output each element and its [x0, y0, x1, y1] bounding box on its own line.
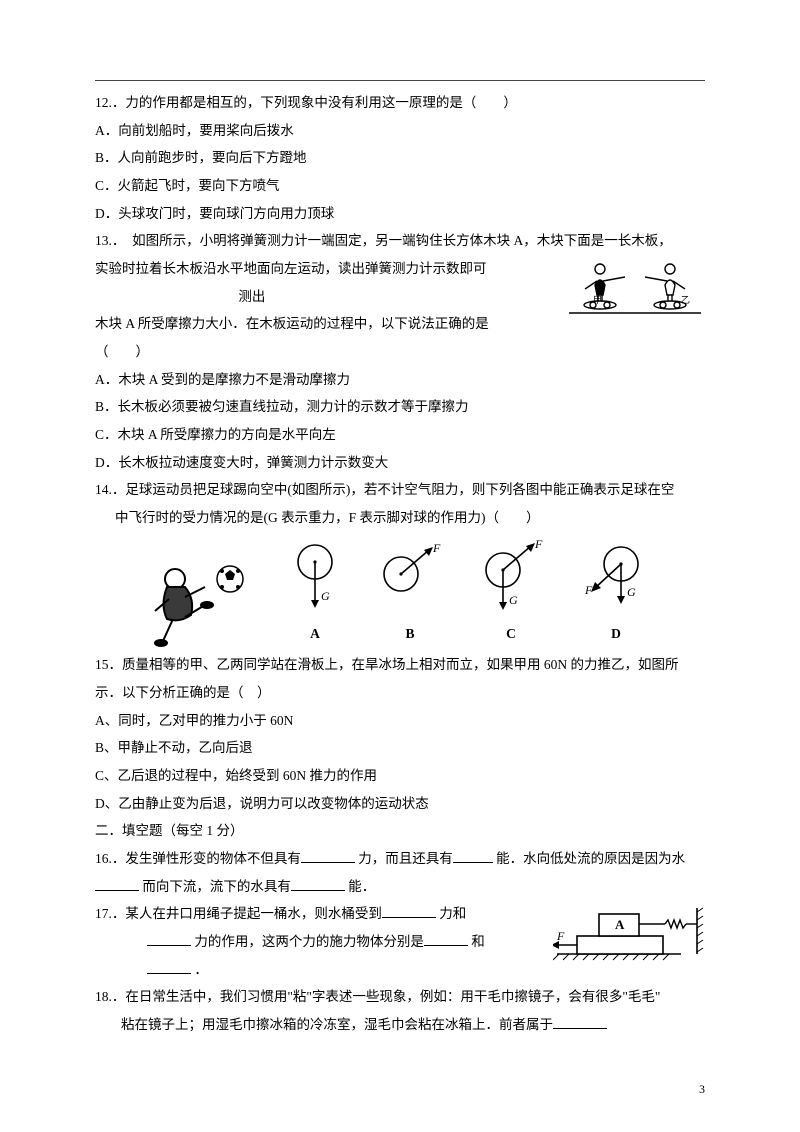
q13-option-a: A．木块 A 受到的是摩擦力不是滑动摩擦力 — [95, 366, 705, 394]
q15-stem2: 示．以下分析正确的是（ ） — [95, 679, 705, 707]
blank — [453, 849, 493, 864]
q18-line1: 18.．在日常生活中，我们习惯用"粘"字表述一些现象，例如：用干毛巾擦镜子，会有… — [95, 983, 705, 1011]
blank — [382, 904, 436, 919]
blank — [301, 849, 355, 864]
q15-stem1: 15．质量相等的甲、乙两同学站在滑板上，在旱冰场上相对而立，如果甲用 60N 的… — [95, 651, 705, 679]
q12-option-a: A．向前划船时，要用桨向后拨水 — [95, 117, 705, 145]
q15-option-a: A、同时，乙对甲的推力小于 60N — [95, 707, 705, 735]
blank — [424, 932, 468, 947]
blank — [147, 932, 191, 947]
header-rule — [95, 80, 705, 81]
q15-option-d: D、乙由静止变为后退，说明力可以改变物体的运动状态 — [95, 790, 705, 818]
q14-diagram-d: F G D — [577, 538, 655, 648]
q15-option-b: B、甲静止不动，乙向后退 — [95, 734, 705, 762]
blank — [553, 1015, 607, 1030]
q12-option-b: B．人向前跑步时，要向后下方蹬地 — [95, 144, 705, 172]
question-12: 12.．力的作用都是相互的，下列现象中没有利用这一原理的是（ ） A．向前划船时… — [95, 89, 705, 227]
question-17: A F 17.．某人在井口用绳子提起一桶水，则水桶受到 力和 — [95, 900, 705, 983]
q14-diagram-b: F B — [375, 540, 445, 648]
exam-page: 12.．力的作用都是相互的，下列现象中没有利用这一原理的是（ ） A．向前划船时… — [0, 0, 800, 1132]
q17-figure-block: A F — [553, 900, 705, 962]
svg-text:F: F — [556, 929, 565, 943]
q14-diagram-c: F G C — [475, 538, 547, 648]
svg-text:F: F — [534, 538, 543, 551]
q14-figures: G A F B F — [95, 538, 705, 648]
q13-option-c: C．木块 A 所受摩擦力的方向是水平向左 — [95, 421, 705, 449]
q16-line1: 16.．发生弹性形变的物体不但具有 力，而且还具有 能．水向低处流的原因是因为水 — [95, 845, 705, 873]
q13-option-d: D．长木板拉动速度变大时，弹簧测力计示数变大 — [95, 449, 705, 477]
q13-option-b: B．长木板必须要被匀速直线拉动，测力计的示数才等于摩擦力 — [95, 393, 705, 421]
svg-text:F: F — [432, 541, 441, 555]
svg-text:G: G — [627, 585, 636, 599]
q12-option-c: C．火箭起飞时，要向下方喷气 — [95, 172, 705, 200]
question-13: 13.． 如图所示，小明将弹簧测力计一端固定，另一端钩住长方体木块 A，木块下面… — [95, 227, 705, 476]
blank — [95, 876, 139, 891]
q12-stem: 12.．力的作用都是相互的，下列现象中没有利用这一原理的是（ ） — [95, 89, 705, 117]
svg-text:F: F — [584, 583, 593, 597]
blank — [291, 876, 345, 891]
question-14: 14.．足球运动员把足球踢向空中(如图所示)，若不计空气阻力，则下列各图中能正确… — [95, 476, 705, 647]
q12-option-d: D．头球攻门时，要向球门方向用力顶球 — [95, 200, 705, 228]
page-number: 3 — [699, 1077, 705, 1102]
q13-stem1: 13.． 如图所示，小明将弹簧测力计一端固定，另一端钩住长方体木块 A，木块下面… — [95, 227, 705, 255]
svg-text:甲: 甲 — [593, 295, 602, 305]
blank — [147, 959, 191, 974]
q18-line2: 粘在镜子上；用湿毛巾擦冰箱的冷冻室，湿毛巾会粘在冰箱上．前者属于 — [95, 1011, 705, 1039]
svg-text:G: G — [509, 593, 518, 607]
q15-option-c: C、乙后退的过程中，始终受到 60N 推力的作用 — [95, 762, 705, 790]
q14-kicker-icon — [145, 557, 255, 647]
q16-line2: 而向下流，流下的水具有 能． — [95, 873, 705, 901]
q13-figure-skaters: 甲 乙 — [565, 255, 705, 317]
svg-text:乙: 乙 — [681, 295, 690, 305]
skater-right-icon — [645, 264, 686, 309]
question-16: 16.．发生弹性形变的物体不但具有 力，而且还具有 能．水向低处流的原因是因为水… — [95, 845, 705, 900]
question-15: 15．质量相等的甲、乙两同学站在滑板上，在旱冰场上相对而立，如果甲用 60N 的… — [95, 651, 705, 817]
q14-stem2: 中飞行时的受力情况的是(G 表示重力，F 表示脚对球的作用力)（ ） — [95, 504, 705, 532]
q13-stem4: （ ） — [95, 338, 705, 366]
question-18: 18.．在日常生活中，我们习惯用"粘"字表述一些现象，例如：用干毛巾擦镜子，会有… — [95, 983, 705, 1038]
q14-diagram-a: G A — [285, 540, 345, 648]
section-2-title: 二．填空题（每空 1 分） — [95, 817, 705, 845]
skater-left-icon — [584, 264, 625, 309]
svg-text:A: A — [615, 917, 625, 932]
q14-stem1: 14.．足球运动员把足球踢向空中(如图所示)，若不计空气阻力，则下列各图中能正确… — [95, 476, 705, 504]
svg-text:G: G — [321, 589, 330, 603]
